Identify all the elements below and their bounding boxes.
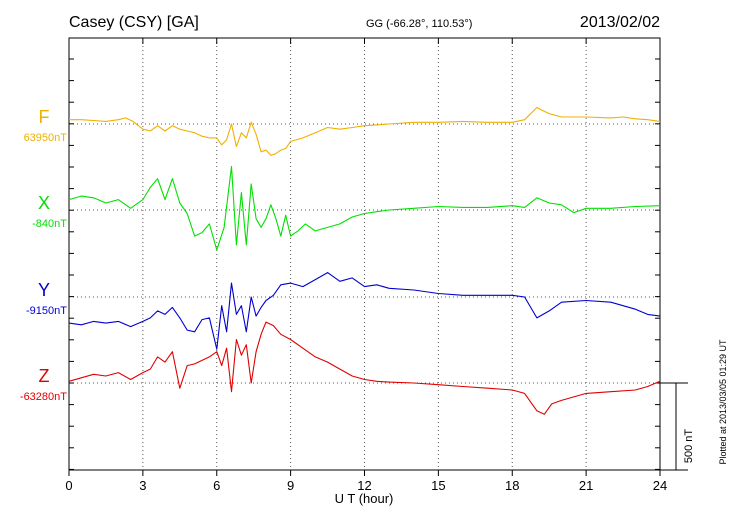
series-baseline-z: -63280nT — [20, 391, 67, 403]
plotted-timestamp: Plotted at 2013/03/05 01:29 UT — [718, 339, 728, 465]
station-coords: GG (-66.28°, 110.53°) — [366, 18, 472, 30]
series-name-f: F — [39, 107, 50, 127]
x-axis-ticks: 0 3 6 9 12 15 18 21 24 — [65, 38, 667, 493]
x-tick-label: 24 — [653, 478, 667, 493]
series-name-y: Y — [38, 280, 50, 300]
series-baseline-x: -840nT — [32, 218, 67, 230]
plot-date: 2013/02/02 — [580, 14, 660, 31]
x-axis-label: U T (hour) — [335, 491, 394, 506]
x-tick-label: 18 — [505, 478, 519, 493]
series-line-f — [69, 106, 661, 156]
vertical-gridlines — [142, 38, 587, 470]
x-tick-label: 15 — [431, 478, 445, 493]
baseline-gridlines — [69, 123, 660, 384]
series-line-z — [68, 321, 661, 415]
x-tick-label: 6 — [213, 478, 220, 493]
series-lines — [68, 106, 661, 415]
x-tick-label: 0 — [65, 478, 72, 493]
series-name-x: X — [38, 193, 50, 213]
y-minor-ticks — [69, 58, 660, 470]
x-tick-label: 21 — [579, 478, 593, 493]
series-baseline-f: 63950nT — [24, 132, 68, 144]
scale-bar-label: 500 nT — [683, 429, 695, 464]
station-title: Casey (CSY) [GA] — [69, 14, 199, 31]
series-line-x — [68, 165, 661, 251]
x-tick-label: 12 — [357, 478, 371, 493]
x-tick-label: 3 — [139, 478, 146, 493]
series-line-y — [68, 272, 661, 350]
series-baseline-y: -9150nT — [26, 305, 67, 317]
x-tick-label: 9 — [287, 478, 294, 493]
series-labels: F 63950nT X -840nT Y -9150nT Z -63280nT — [20, 107, 67, 403]
scale-bar: 500 nT — [660, 382, 695, 471]
series-name-z: Z — [39, 366, 50, 386]
